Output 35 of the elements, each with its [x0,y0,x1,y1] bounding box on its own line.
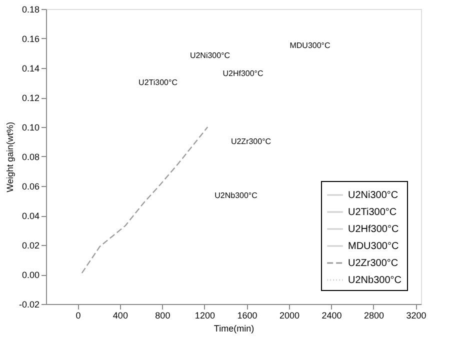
x-tick-label: 0 [76,310,81,320]
legend-label: U2Ni300°C [348,190,398,201]
x-tick-label: 400 [112,310,128,320]
annotation: U2Ti300°C [138,78,178,87]
annotation: U2Zr300°C [230,137,272,146]
annotation: U2Hf300°C [222,69,264,78]
annotation: U2Nb300°C [214,191,258,200]
y-tick-label: 0.04 [22,211,40,221]
legend-label: MDU300°C [348,241,399,252]
x-tick-label: 800 [155,310,170,320]
x-tick-label: 2800 [364,310,384,320]
x-tick-label: 3200 [406,310,426,320]
y-tick-label: -0.02 [18,300,40,310]
legend-label: U2Zr300°C [348,258,398,269]
y-tick-label: 0.12 [22,93,40,103]
x-tick-label: 1600 [237,310,258,320]
annotation: U2Ni300°C [190,51,230,60]
y-tick-label: 0.14 [22,64,40,74]
y-tick-label: 0.16 [22,34,40,44]
x-tick-label: 1200 [194,310,215,320]
y-tick-label: 0.02 [22,240,40,250]
x-tick-label: 2000 [279,310,300,320]
y-axis-title: Weight gain(wt%) [4,122,15,192]
y-tick-label: 0.00 [22,270,40,280]
line-series [81,126,208,274]
y-tick-label: 0.06 [22,182,40,192]
y-tick-label: 0.18 [22,4,40,14]
x-axis-title: Time(min) [214,324,254,334]
annotation: MDU300°C [290,41,330,50]
y-tick-label: 0.08 [22,152,40,162]
legend-label: U2Nb300°C [348,275,402,286]
y-tick-label: 0.10 [22,122,40,132]
x-tick-label: 2400 [322,310,342,320]
legend-label: U2Ti300°C [348,207,397,218]
legend-label: U2Hf300°C [348,224,399,235]
